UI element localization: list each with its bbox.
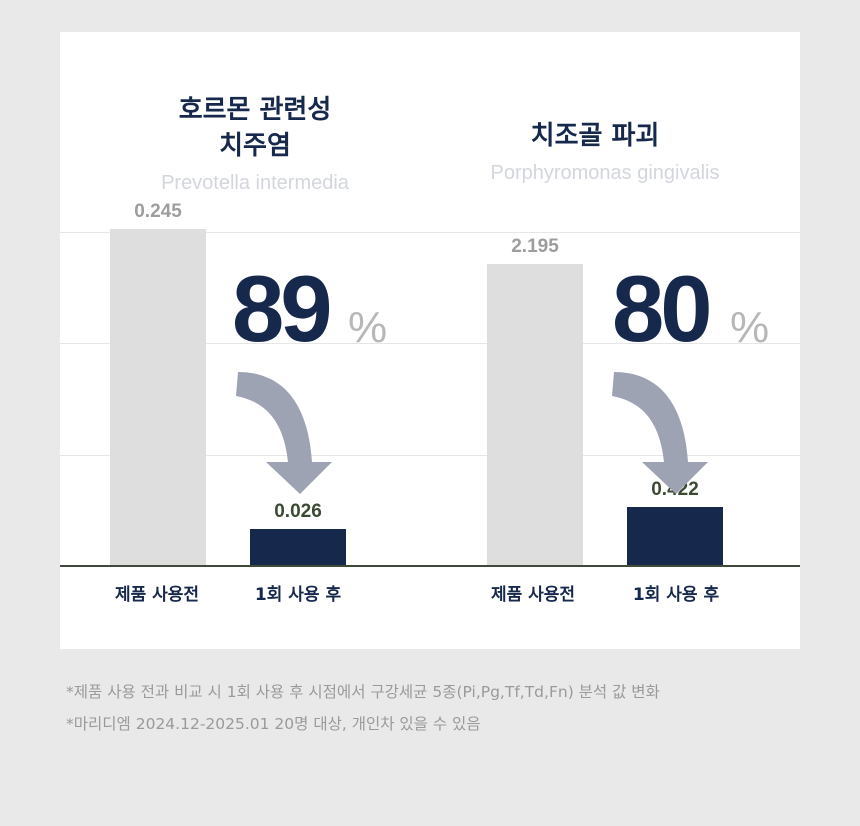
chart-card: 호르몬 관련성 치주염 Prevotella intermedia 0.245 … [60, 32, 800, 649]
chart-title-2: 치조골 파괴 [480, 118, 710, 154]
chart-title-1-line-1: 호르몬 관련성 [178, 95, 332, 125]
category-label-before-2: 제품 사용전 [490, 585, 576, 605]
category-label-before-1: 제품 사용전 [114, 585, 200, 605]
category-label-after-2: 1회 사용 후 [632, 585, 720, 605]
gridline [60, 232, 800, 233]
gridline [60, 343, 800, 344]
bar-before-2 [487, 264, 583, 565]
footnote-1: *제품 사용 전과 비교 시 1회 사용 후 시점에서 구강세균 5종(Pi,P… [66, 683, 660, 701]
category-label-after-1: 1회 사용 후 [254, 585, 342, 605]
reduction-percent-2: 80 [612, 256, 713, 361]
reduction-percent-1: 89 [232, 256, 333, 361]
curved-down-arrow-icon [612, 372, 708, 494]
percent-sign-1: % [348, 303, 388, 352]
bar-after-1 [250, 529, 346, 565]
value-label-before-1: 0.245 [134, 201, 182, 222]
curved-down-arrow-icon [236, 372, 332, 494]
footnote-2: *마리디엠 2024.12-2025.01 20명 대상, 개인차 있을 수 있… [66, 715, 481, 733]
x-axis-baseline [60, 565, 800, 567]
gridline [60, 455, 800, 456]
bar-before-1 [110, 229, 206, 565]
chart-subtitle-1: Prevotella intermedia [161, 172, 349, 194]
chart-title-2-line-1: 치조골 파괴 [530, 121, 660, 151]
chart-title-1: 호르몬 관련성 치주염 [140, 92, 370, 164]
chart-subtitle-2: Porphyromonas gingivalis [490, 162, 720, 184]
bar-after-2 [627, 507, 723, 565]
value-label-before-2: 2.195 [511, 236, 559, 257]
value-label-after-1: 0.026 [274, 501, 322, 523]
percent-sign-2: % [730, 303, 770, 352]
chart-title-1-line-2: 치주염 [219, 131, 291, 161]
